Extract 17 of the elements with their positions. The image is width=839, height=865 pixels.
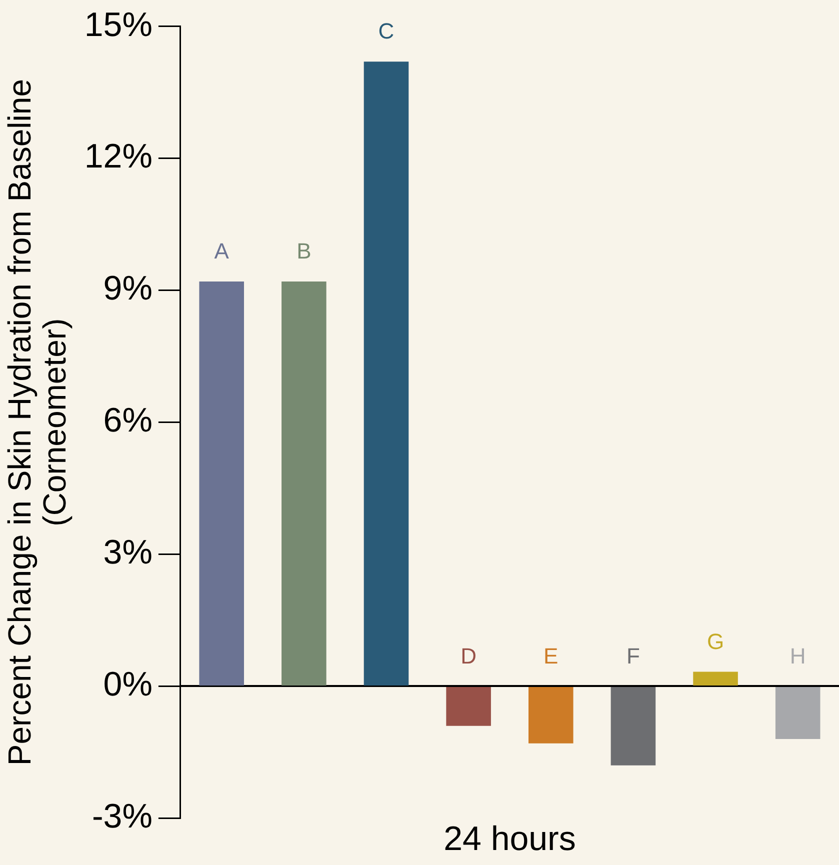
y-tick-label: 12% [84,138,152,176]
x-tick-label: G [706,628,724,654]
y-tick-label: 9% [103,270,152,308]
x-tick-label: F [626,643,640,668]
x-tick-label: B [296,238,312,264]
x-tick-label: A [214,238,230,264]
x-axis-title: 24 hours [444,820,576,858]
x-tick-label: C [378,18,394,44]
y-tick-label: 0% [103,666,152,704]
x-tick-label: H [790,643,806,668]
x-tick-label: D [460,643,477,668]
y-tick-label: -3% [92,798,152,836]
y-axis-title: Percent Change in Skin Hydration from Baseline (Corneometer) [1,79,73,766]
y-tick-label: 3% [103,534,152,572]
y-tick-label: 15% [84,6,152,44]
x-tick-label: E [544,643,558,668]
y-tick-label: 6% [103,402,152,440]
